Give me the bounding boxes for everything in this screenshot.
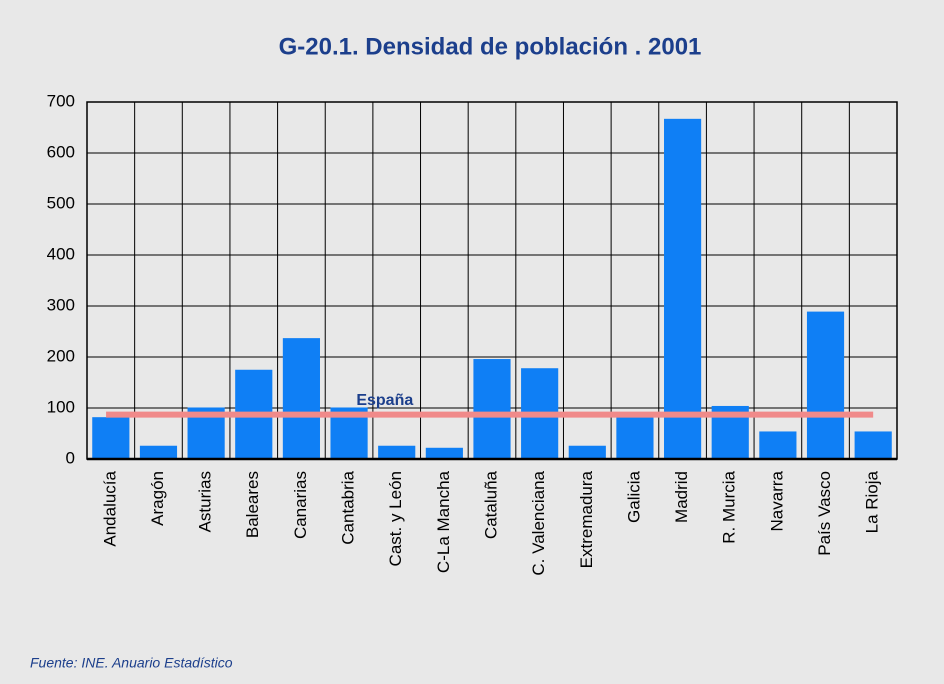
x-tick-label: Canarias: [291, 471, 310, 539]
reference-label: España: [356, 392, 413, 409]
x-tick-label: C-La Mancha: [434, 470, 453, 573]
x-tick-label: C. Valenciana: [529, 470, 548, 575]
bar: [282, 338, 320, 459]
y-tick-label: 700: [47, 91, 75, 110]
x-tick-label: Baleares: [243, 471, 262, 538]
bar: [854, 431, 892, 459]
x-tick-label: Galicia: [624, 470, 643, 523]
x-tick-label: Madrid: [672, 471, 691, 523]
bar: [473, 359, 511, 459]
x-tick-label: Cataluña: [481, 470, 500, 539]
y-tick-label: 200: [47, 346, 75, 365]
y-tick-label: 500: [47, 193, 75, 212]
bar: [425, 447, 463, 459]
bar: [664, 118, 702, 459]
bar: [806, 311, 845, 459]
x-tick-label: R. Murcia: [720, 470, 739, 543]
bar: [378, 445, 416, 459]
chart-title: G-20.1. Densidad de población . 2001: [279, 33, 702, 60]
x-tick-label: Andalucía: [100, 470, 119, 546]
bar: [92, 417, 130, 459]
bar: [568, 445, 606, 459]
y-tick-label: 100: [47, 397, 75, 416]
x-tick-label: Navarra: [767, 470, 786, 531]
x-tick-label: Extremadura: [577, 470, 596, 568]
y-tick-label: 0: [66, 448, 75, 467]
y-tick-label: 600: [47, 142, 75, 161]
bar: [616, 412, 654, 459]
x-tick-label: Aragón: [148, 471, 167, 526]
x-tick-label: Cast. y León: [386, 471, 405, 566]
bar: [139, 445, 178, 459]
x-tick-label: La Rioja: [863, 470, 882, 533]
bar: [759, 431, 797, 459]
y-tick-label: 300: [47, 295, 75, 314]
x-tick-label: Asturias: [196, 471, 215, 532]
source-note: Fuente: INE. Anuario Estadístico: [30, 655, 233, 671]
y-tick-label: 400: [47, 244, 75, 263]
x-tick-label: Cantabria: [339, 470, 358, 544]
x-tick-label: País Vasco: [815, 471, 834, 556]
